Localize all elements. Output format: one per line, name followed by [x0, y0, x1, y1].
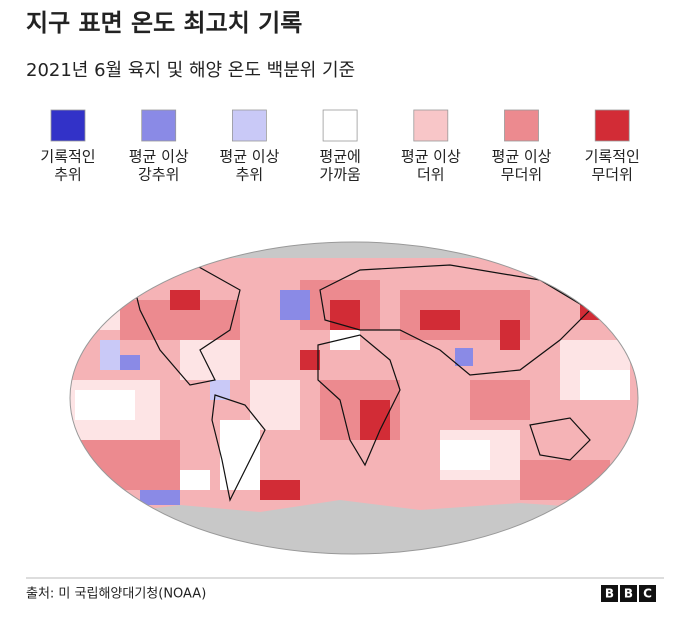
logo-letter: C	[643, 587, 652, 601]
legend-label: 강추위	[138, 166, 179, 184]
legend-label: 평균 이상	[401, 148, 461, 166]
title: 지구 표면 온도 최고치 기록	[26, 9, 302, 37]
legend-label: 평균 이상	[219, 148, 279, 166]
legend-swatch	[322, 109, 358, 142]
legend-label: 평균 이상	[492, 148, 552, 166]
legend-label: 가까움	[319, 166, 360, 184]
logo-box	[620, 585, 637, 602]
logo-letter: B	[605, 587, 614, 601]
legend-swatch	[50, 109, 86, 142]
source: 출처: 미 국립해양대기청(NOAA)	[26, 587, 206, 602]
subtitle: 2021년 6월 육지 및 해양 온도 백분위 기준	[26, 60, 355, 81]
legend-label: 추위	[236, 166, 264, 184]
legend-swatch	[594, 109, 630, 142]
legend-label: 기록적인	[585, 148, 640, 166]
legend-swatch	[141, 109, 177, 142]
legend-swatch	[504, 109, 539, 142]
legend-label: 기록적인	[40, 148, 95, 166]
legend-label: 더위	[417, 166, 445, 184]
logo-box	[601, 585, 618, 602]
legend-swatch	[413, 109, 449, 142]
logo-letter: B	[624, 587, 633, 601]
logo-box	[639, 585, 656, 602]
map-outline	[69, 241, 639, 555]
world-map	[70, 242, 638, 554]
legend-label: 추위	[54, 166, 82, 184]
legend-label: 무더위	[501, 166, 542, 184]
legend-label: 무더위	[591, 166, 632, 184]
legend-label: 평균에	[319, 148, 360, 166]
legend-label: 평균 이상	[129, 148, 189, 166]
legend-swatch	[231, 109, 267, 142]
